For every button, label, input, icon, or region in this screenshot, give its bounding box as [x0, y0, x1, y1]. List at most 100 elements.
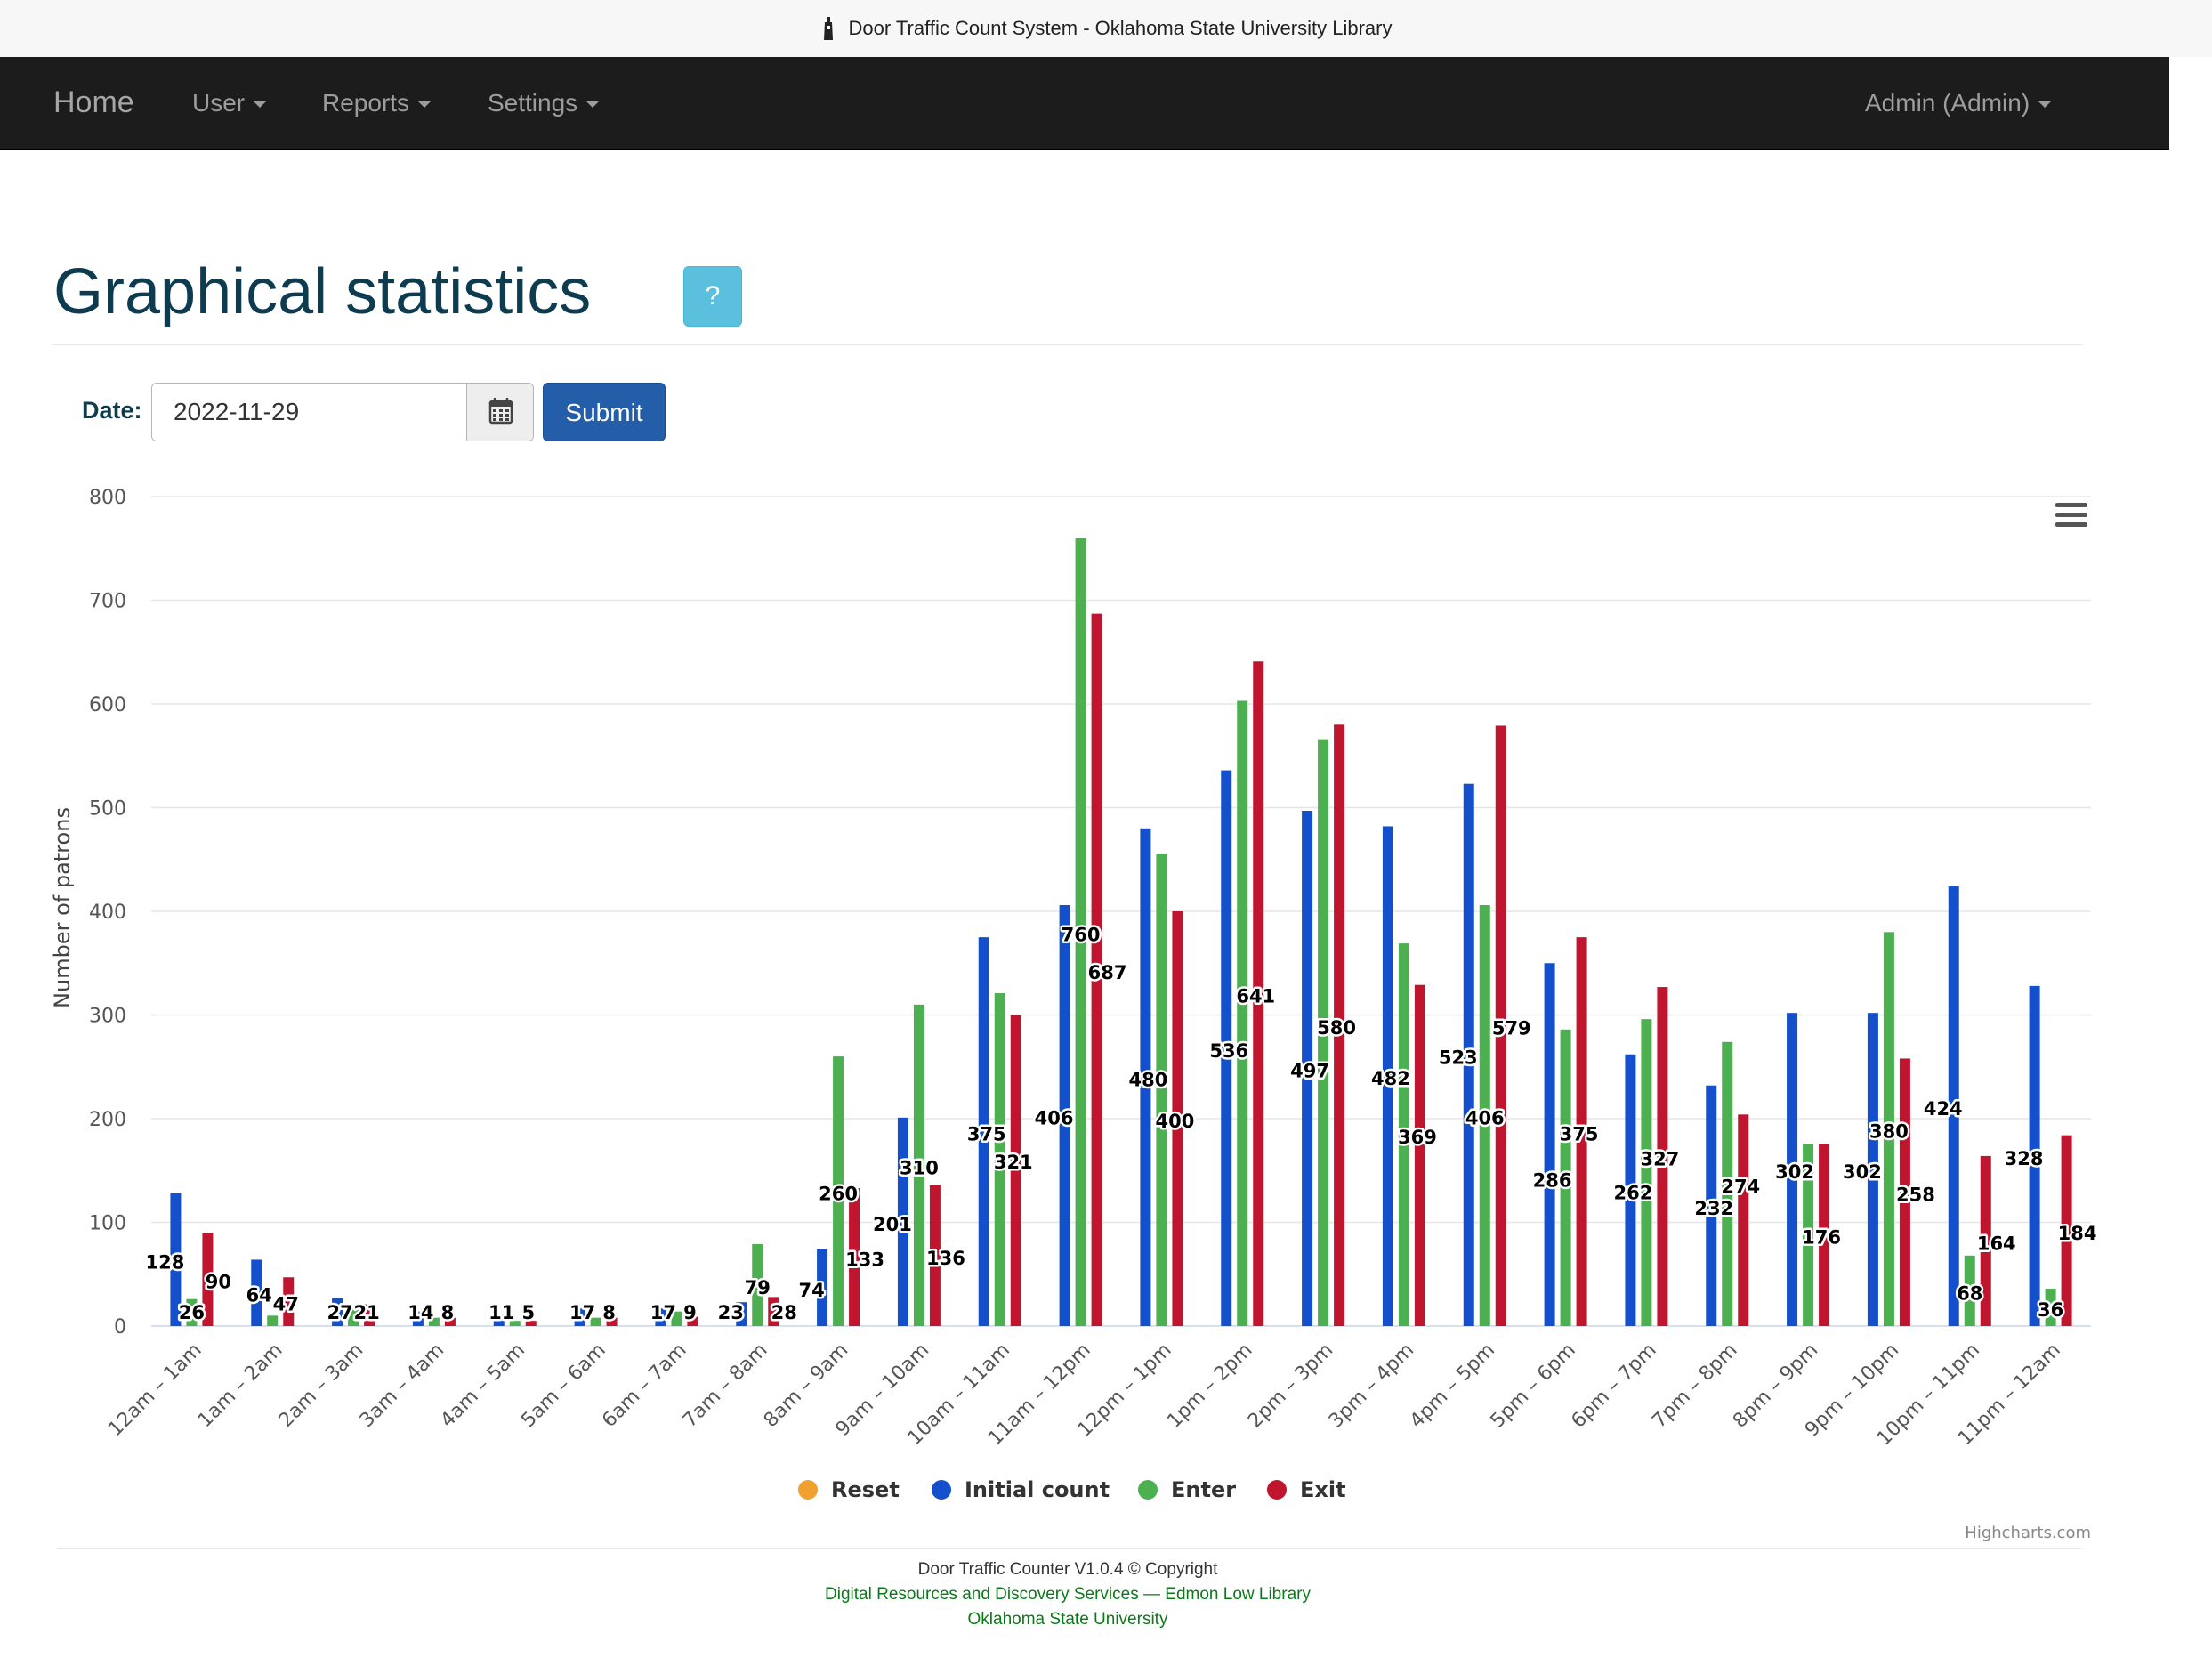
bar-enter[interactable] — [752, 1243, 763, 1326]
bar-exit[interactable] — [1819, 1143, 1830, 1326]
bar-enter[interactable] — [267, 1315, 279, 1326]
nav-user-menu[interactable]: User — [192, 57, 267, 149]
legend-item[interactable]: Enter — [1171, 1477, 1236, 1502]
bar-exit[interactable] — [1899, 1058, 1910, 1326]
bar-exit[interactable] — [1253, 661, 1264, 1326]
bar-enter[interactable] — [1479, 905, 1490, 1326]
bar-enter[interactable] — [1075, 538, 1086, 1326]
bar-initial-count[interactable] — [655, 1308, 666, 1326]
footer-university-link[interactable]: Oklahoma State University — [967, 1610, 1168, 1629]
bar-exit[interactable] — [687, 1316, 698, 1326]
bar-exit[interactable] — [444, 1317, 456, 1326]
bar-initial-count[interactable] — [493, 1314, 505, 1326]
bar-exit[interactable] — [283, 1277, 295, 1326]
bar-initial-count[interactable] — [251, 1259, 262, 1326]
bar-exit[interactable] — [1091, 613, 1102, 1326]
legend-item[interactable]: Initial count — [965, 1477, 1110, 1502]
bar-initial-count[interactable] — [1302, 810, 1313, 1326]
bar-enter[interactable] — [1398, 943, 1409, 1326]
bar-exit[interactable] — [1495, 725, 1506, 1326]
bar-enter[interactable] — [1237, 700, 1248, 1326]
bar-exit[interactable] — [364, 1304, 375, 1326]
nav-home-link[interactable]: Home — [53, 85, 134, 119]
bar-exit[interactable] — [202, 1233, 214, 1326]
bar-enter[interactable] — [1560, 1029, 1571, 1326]
bar-exit[interactable] — [1414, 984, 1425, 1326]
bar-initial-count[interactable] — [2029, 985, 2040, 1326]
nav-reports-menu[interactable]: Reports — [322, 57, 432, 149]
legend-marker[interactable] — [798, 1480, 818, 1500]
submit-button[interactable]: Submit — [543, 383, 666, 441]
bar-enter[interactable] — [1803, 1143, 1814, 1326]
bar-exit[interactable] — [2061, 1135, 2072, 1326]
bar-exit[interactable] — [525, 1321, 537, 1326]
bar-initial-count[interactable] — [1382, 826, 1393, 1326]
bar-initial-count[interactable] — [170, 1193, 182, 1326]
data-label: 579 — [1492, 1018, 1531, 1039]
nav-settings-menu[interactable]: Settings — [488, 57, 600, 149]
bar-enter[interactable] — [1318, 739, 1329, 1326]
bar-initial-count[interactable] — [332, 1298, 343, 1326]
bar-initial-count[interactable] — [978, 937, 989, 1326]
bar-initial-count[interactable] — [1221, 770, 1232, 1326]
bar-enter[interactable] — [186, 1298, 198, 1326]
legend-item[interactable]: Reset — [831, 1477, 900, 1502]
data-label: 23 — [718, 1302, 744, 1323]
bar-exit[interactable] — [1980, 1155, 1991, 1326]
bar-exit[interactable] — [1657, 987, 1668, 1326]
legend-marker[interactable] — [1138, 1480, 1158, 1500]
data-label: 21 — [353, 1302, 379, 1323]
data-label: 262 — [1613, 1182, 1652, 1203]
help-button[interactable]: ? — [683, 266, 742, 327]
nav-account-menu[interactable]: Admin (Admin) — [1865, 57, 2052, 149]
legend-item[interactable]: Exit — [1300, 1477, 1346, 1502]
bar-enter[interactable] — [1641, 1019, 1652, 1326]
bar-exit[interactable] — [1172, 911, 1183, 1326]
bar-initial-count[interactable] — [1706, 1085, 1717, 1326]
x-tick-label: 12am – 1am — [104, 1339, 206, 1441]
date-input[interactable] — [152, 384, 465, 441]
bar-initial-count[interactable] — [412, 1311, 424, 1326]
bar-initial-count[interactable] — [574, 1308, 585, 1326]
bar-exit[interactable] — [1738, 1114, 1749, 1326]
bar-initial-count[interactable] — [1867, 1013, 1878, 1326]
data-label: 328 — [2005, 1148, 2044, 1169]
legend-marker[interactable] — [1267, 1480, 1287, 1500]
bar-exit[interactable] — [1010, 1015, 1021, 1327]
bar-exit[interactable] — [929, 1185, 941, 1326]
bar-exit[interactable] — [1334, 724, 1345, 1326]
bar-initial-count[interactable] — [1544, 963, 1555, 1326]
bar-enter[interactable] — [671, 1311, 682, 1326]
bar-exit[interactable] — [768, 1297, 779, 1326]
bar-enter[interactable] — [1883, 932, 1894, 1326]
footer-department-link[interactable]: Digital Resources and Discovery Services… — [825, 1585, 1311, 1604]
bar-enter[interactable] — [994, 993, 1005, 1326]
bar-exit[interactable] — [1576, 937, 1587, 1326]
bar-initial-count[interactable] — [1140, 828, 1151, 1326]
bar-enter[interactable] — [509, 1321, 521, 1326]
bar-enter[interactable] — [1156, 853, 1167, 1326]
bar-enter[interactable] — [2045, 1289, 2056, 1326]
bar-enter[interactable] — [913, 1004, 924, 1326]
bar-enter[interactable] — [590, 1317, 601, 1326]
bar-exit[interactable] — [606, 1317, 618, 1326]
chart-context-menu-button[interactable] — [2055, 503, 2087, 533]
bar-enter[interactable] — [428, 1317, 440, 1326]
bar-initial-count[interactable] — [1625, 1054, 1636, 1326]
chart-credit[interactable]: Highcharts.com — [1965, 1524, 2091, 1542]
bar-initial-count[interactable] — [1787, 1013, 1798, 1326]
bar-enter[interactable] — [348, 1304, 359, 1326]
bar-initial-count[interactable] — [817, 1249, 828, 1326]
data-label: 327 — [1640, 1149, 1679, 1170]
bar-enter[interactable] — [1722, 1041, 1733, 1326]
bar-enter[interactable] — [833, 1056, 844, 1326]
legend-marker[interactable] — [932, 1480, 951, 1500]
calendar-button[interactable] — [466, 384, 533, 441]
bar-initial-count[interactable] — [1463, 783, 1474, 1326]
bar-exit[interactable] — [849, 1188, 860, 1326]
bar-initial-count[interactable] — [1059, 905, 1070, 1326]
bar-initial-count[interactable] — [897, 1117, 908, 1326]
bar-initial-count[interactable] — [736, 1302, 747, 1326]
bar-enter[interactable] — [1964, 1255, 1975, 1326]
bar-initial-count[interactable] — [1948, 886, 1959, 1326]
